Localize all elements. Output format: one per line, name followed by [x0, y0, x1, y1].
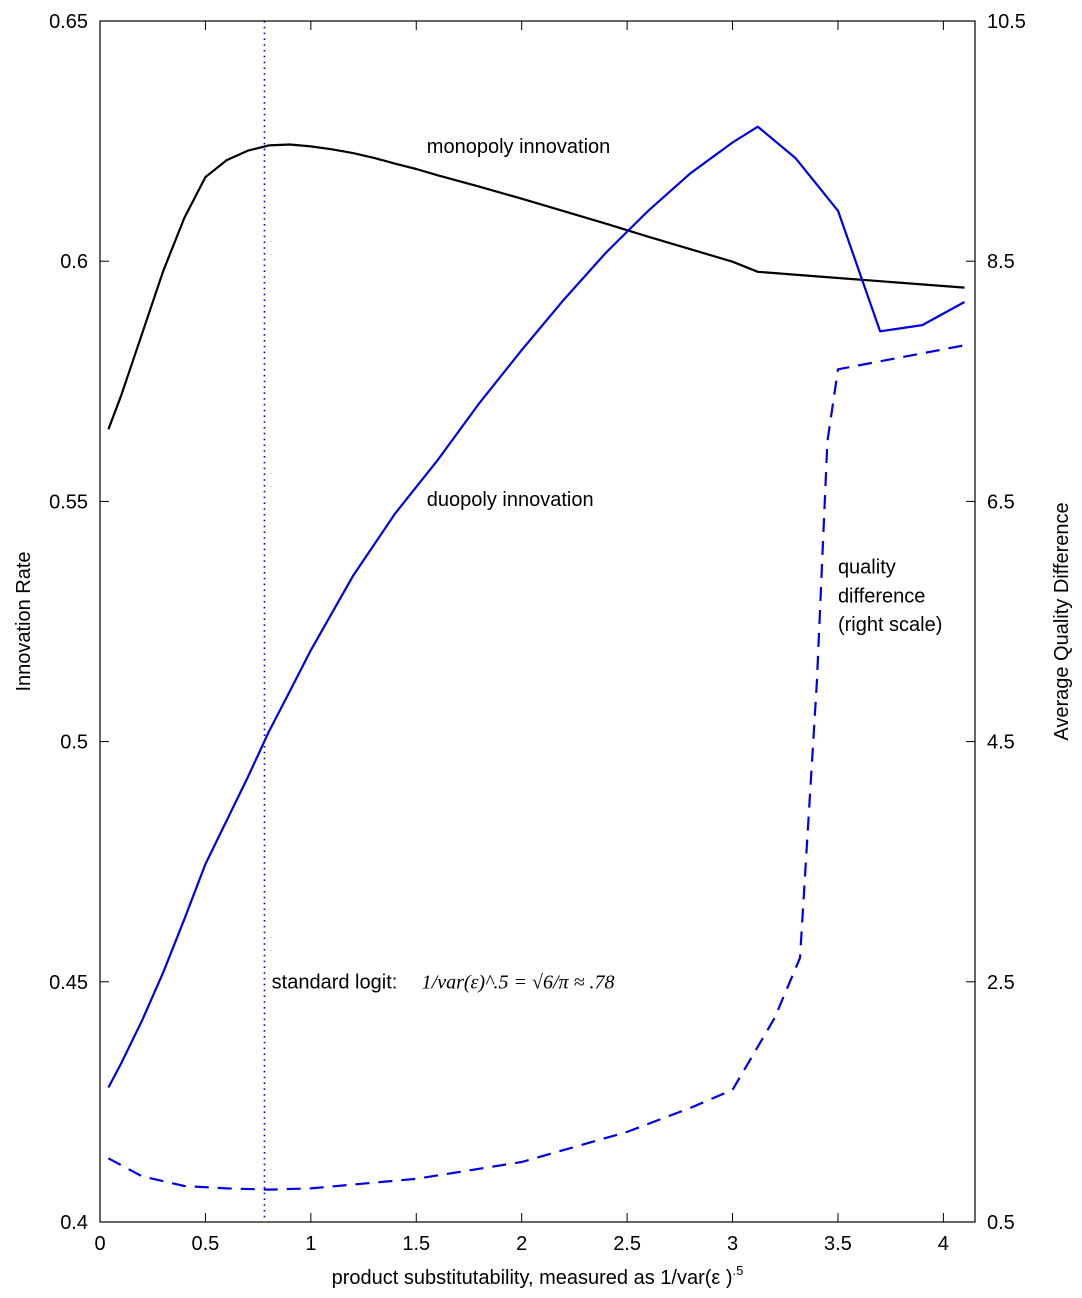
duopoly-innovation-line: [108, 127, 964, 1088]
x-tick-label: 4: [938, 1233, 949, 1255]
x-tick-label: 2.5: [613, 1233, 641, 1255]
x-axis-label-text: product substitutability, measured as 1/…: [332, 1267, 733, 1289]
quality-difference-line: [108, 345, 964, 1189]
annotations-layer: monopoly innovation duopoly innovation qua…: [272, 136, 943, 993]
y-right-tick-label: 6.5: [987, 491, 1015, 513]
x-tick-label: 0.5: [192, 1233, 220, 1255]
y-right-tick-label: 10.5: [987, 11, 1026, 33]
y-left-tick-label: 0.55: [49, 491, 88, 513]
y-left-tick-label: 0.5: [60, 732, 88, 754]
y-right-tick-label: 8.5: [987, 251, 1015, 273]
quality-label: quality: [838, 556, 896, 578]
y-right-tick-label: 4.5: [987, 732, 1015, 754]
logit-formula: 1/var(ε)^.5 = √6/π ≈ .78: [422, 972, 615, 994]
x-tick-label: 2: [516, 1233, 527, 1255]
y-left-tick-label: 0.45: [49, 972, 88, 994]
x-axis-label-superscript: .5: [733, 1263, 744, 1278]
y-left-tick-label: 0.65: [49, 11, 88, 33]
duopoly-label: duopoly innovation: [427, 489, 594, 511]
monopoly-label: monopoly innovation: [427, 136, 610, 158]
x-axis-label: product substitutability, measured as 1/…: [332, 1263, 744, 1289]
x-tick-label: 3: [727, 1233, 738, 1255]
y-left-tick-label: 0.6: [60, 251, 88, 273]
difference-label: difference: [838, 585, 925, 607]
y-left-tick-label: 0.4: [60, 1212, 88, 1234]
x-tick-label: 1: [305, 1233, 316, 1255]
right-scale-label: (right scale): [838, 614, 942, 636]
series-layer: [108, 127, 964, 1190]
y-right-tick-label: 0.5: [987, 1212, 1015, 1234]
right-axis-label: Average Quality Difference: [1051, 502, 1073, 740]
y-right-tick-label: 2.5: [987, 972, 1015, 994]
x-tick-label: 1.5: [402, 1233, 430, 1255]
x-tick-label: 0: [94, 1233, 105, 1255]
left-axis-label: Innovation Rate: [13, 551, 35, 691]
x-tick-label: 3.5: [824, 1233, 852, 1255]
standard-logit-label: standard logit:: [272, 972, 398, 994]
